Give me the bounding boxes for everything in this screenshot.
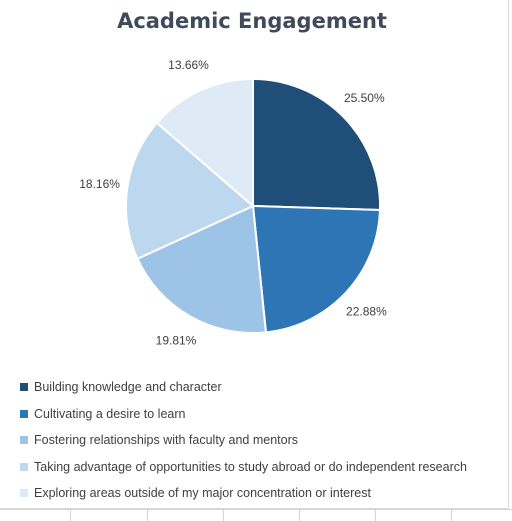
pie-slice (155, 77, 254, 209)
spreadsheet-grid-strip (0, 509, 512, 521)
pie-slice (251, 204, 381, 334)
legend-item: Taking advantage of opportunities to stu… (20, 454, 467, 481)
legend-label: Exploring areas outside of my major conc… (34, 486, 371, 501)
pie-slice (136, 204, 268, 334)
slice-data-label: 19.81% (156, 334, 197, 348)
grid-line (70, 510, 71, 521)
legend-label: Cultivating a desire to learn (34, 406, 186, 421)
legend-label: Taking advantage of opportunities to stu… (34, 459, 467, 474)
slice-data-label: 18.16% (79, 177, 120, 191)
chart-legend: Building knowledge and character Cultivat… (20, 374, 467, 507)
pie-chart: 25.50% 22.88% 19.81% 18.16% 13.66% (79, 58, 387, 348)
legend-swatch (20, 462, 28, 471)
legend-item: Exploring areas outside of my major conc… (20, 480, 467, 507)
grid-line (451, 510, 452, 521)
grid-line (223, 510, 224, 521)
grid-line (147, 510, 148, 521)
legend-swatch (20, 409, 28, 418)
slice-data-label: 25.50% (344, 91, 385, 105)
grid-line (299, 510, 300, 521)
legend-item: Cultivating a desire to learn (20, 401, 467, 428)
legend-label: Fostering relationships with faculty and… (34, 433, 299, 448)
legend-item: Building knowledge and character (20, 374, 467, 401)
legend-swatch (20, 436, 28, 445)
legend-item: Fostering relationships with faculty and… (20, 427, 467, 454)
legend-swatch (20, 383, 28, 392)
chart-area: Academic Engagement 25.50% 22.88% 19.81% 18… (0, 0, 509, 509)
legend-swatch (20, 489, 28, 498)
grid-line (375, 510, 376, 521)
pie-slice (124, 121, 255, 261)
pie-slice (252, 77, 381, 212)
slice-data-label: 22.88% (346, 305, 387, 319)
chart-title: Academic Engagement (117, 9, 387, 33)
legend-label: Building knowledge and character (34, 380, 222, 395)
slice-data-label: 13.66% (168, 58, 209, 72)
